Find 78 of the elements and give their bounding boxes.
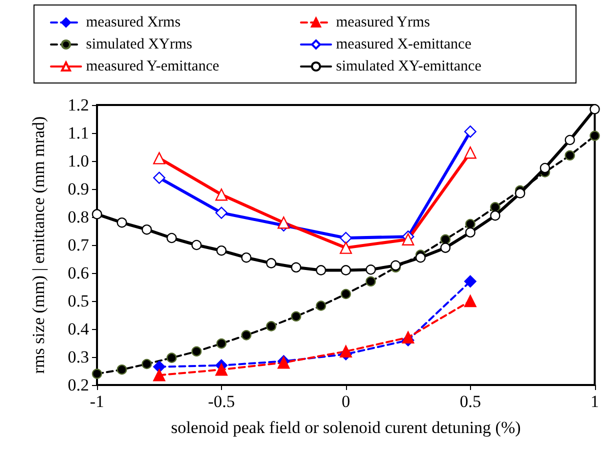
y-tick-label: 1.0 xyxy=(68,152,89,170)
legend-label: measured Y-emittance xyxy=(86,58,220,74)
x-tick-label: -0.5 xyxy=(208,392,235,411)
point xyxy=(564,150,575,160)
point xyxy=(215,364,228,376)
point xyxy=(402,331,414,344)
point xyxy=(153,152,166,164)
y-tick-label: 0.9 xyxy=(68,180,89,198)
point xyxy=(340,242,352,254)
point xyxy=(490,202,500,212)
x-tick-label: 1 xyxy=(590,392,599,411)
point xyxy=(366,264,376,275)
point xyxy=(142,224,152,235)
point xyxy=(266,258,276,268)
y-tick-label: 0.7 xyxy=(68,236,90,254)
point xyxy=(366,276,376,286)
point xyxy=(316,300,326,311)
point xyxy=(465,227,476,238)
point xyxy=(116,364,127,375)
point xyxy=(116,218,127,228)
point xyxy=(340,288,351,300)
point xyxy=(215,206,228,219)
point xyxy=(316,265,326,276)
point xyxy=(142,358,152,370)
y-tick-label: 0.2 xyxy=(68,376,89,394)
point xyxy=(464,126,476,138)
point xyxy=(216,338,227,349)
legend-label: simulated XYrms xyxy=(86,36,192,52)
point xyxy=(241,330,252,340)
legend-label: measured X-emittance xyxy=(336,36,472,52)
point xyxy=(415,252,426,263)
x-tick-label: 0.5 xyxy=(460,392,481,411)
point xyxy=(92,209,102,220)
point xyxy=(440,234,451,244)
y-tick-label: 0.5 xyxy=(68,292,89,310)
y-tick-label: 0.3 xyxy=(68,348,89,366)
point xyxy=(464,294,476,308)
point xyxy=(402,233,414,246)
point xyxy=(340,265,351,276)
point xyxy=(291,262,302,272)
y-tick-label: 0.4 xyxy=(68,320,90,338)
point xyxy=(166,232,177,244)
point xyxy=(153,360,166,373)
point xyxy=(216,246,227,256)
y-tick-label: 1.2 xyxy=(68,96,89,114)
point xyxy=(590,130,600,141)
y-tick-label: 1.1 xyxy=(68,124,89,142)
point xyxy=(464,146,476,159)
point xyxy=(490,210,500,221)
point xyxy=(564,134,575,146)
point xyxy=(241,252,252,263)
point xyxy=(92,368,102,379)
point xyxy=(590,104,600,114)
x-tick-label: -1 xyxy=(90,392,104,411)
y-axis-title: rms size (mm) | emittance (mm mrad) xyxy=(29,116,48,374)
point xyxy=(291,311,302,322)
point xyxy=(166,352,177,363)
legend-label: simulated XY-emittance xyxy=(336,58,482,74)
point xyxy=(514,188,526,198)
point xyxy=(215,188,228,201)
y-tick-label: 0.8 xyxy=(68,208,89,226)
point xyxy=(464,275,476,288)
point xyxy=(278,216,290,229)
point xyxy=(191,346,202,356)
y-tick-label: 0.6 xyxy=(68,264,89,282)
x-axis-title: solenoid peak field or solenoid curent detuning (%) xyxy=(170,418,521,437)
point xyxy=(340,345,352,358)
point xyxy=(191,240,202,250)
legend-label: measured Yrms xyxy=(336,14,430,30)
legend-label: measured Xrms xyxy=(86,14,181,30)
point xyxy=(465,218,476,230)
x-tick-label: 0 xyxy=(342,392,350,411)
point xyxy=(340,232,352,244)
point xyxy=(540,162,550,174)
point xyxy=(153,172,166,184)
point xyxy=(266,321,276,332)
point xyxy=(440,242,451,253)
point xyxy=(153,369,166,382)
